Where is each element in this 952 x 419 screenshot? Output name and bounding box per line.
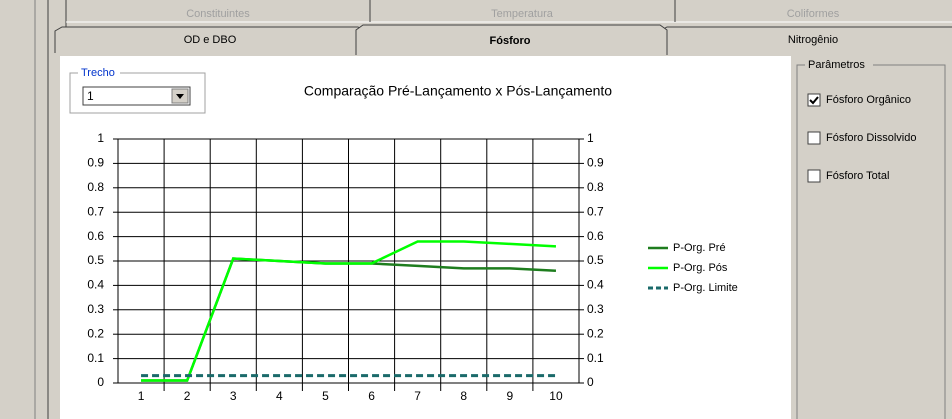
y-tick-label: 0.3 [87,302,104,316]
legend-label: P-Org. Pós [673,262,728,274]
legend-label: P-Org. Pré [673,242,726,254]
checkbox[interactable] [807,169,821,183]
dropdown-arrow [176,94,184,99]
checkbox[interactable] [807,131,821,145]
legend-label: P-Org. Limite [673,282,738,294]
tab-label[interactable]: Temperatura [491,8,554,20]
y-tick-label: 0.7 [87,204,104,218]
y2-tick-label: 0.7 [587,204,604,218]
plot: 00.10.20.30.40.50.60.70.80.9100.10.20.30… [87,131,737,403]
y-tick-label: 0.6 [87,229,104,243]
checkbox[interactable] [807,93,821,107]
y-tick-label: 0.8 [87,180,104,194]
y-tick-label: 0.5 [87,253,104,267]
group-label: Trecho [81,67,115,79]
x-tick-label: 1 [138,389,145,403]
tab-label[interactable]: Fósforo [490,35,531,47]
tab-active[interactable] [355,24,668,55]
group-box [69,72,206,114]
x-tick-label: 7 [414,389,421,403]
checkbox-label[interactable]: Fósforo Total [826,170,889,182]
x-tick-label: 8 [460,389,467,403]
y2-tick-label: 0.6 [587,229,604,243]
y-tick-label: 0.2 [87,326,104,340]
y2-tick-label: 0.3 [587,302,604,316]
chart-panel [60,56,791,419]
y2-tick-label: 0.8 [587,180,604,194]
x-tick-label: 5 [322,389,329,403]
checkbox-label[interactable]: Fósforo Orgânico [826,94,911,106]
x-tick-label: 4 [276,389,283,403]
group-box [796,64,946,419]
combobox[interactable] [82,86,191,106]
y2-tick-label: 0.1 [587,351,604,365]
y-tick-label: 0.4 [87,278,104,292]
y2-tick-label: 1 [587,131,594,145]
y2-tick-label: 0.5 [587,253,604,267]
chart-title: Comparação Pré-Lançamento x Pós-Lançamen… [304,83,612,99]
y-tick-label: 1 [97,131,104,145]
tab-label[interactable]: OD e DBO [184,34,237,46]
x-tick-label: 6 [368,389,375,403]
y2-tick-label: 0.9 [587,156,604,170]
x-tick-label: 9 [507,389,514,403]
tab-label[interactable]: Coliformes [787,8,840,20]
plot-frame [117,138,580,384]
y-tick-label: 0.9 [87,156,104,170]
y2-tick-label: 0 [587,375,594,389]
check-mark [809,96,819,105]
group-label-bg [78,67,120,79]
series-line [141,240,557,382]
x-tick-label: 3 [230,389,237,403]
tab-label[interactable]: Nitrogênio [788,34,838,46]
group-label-bg [805,59,873,71]
x-tick-label: 2 [184,389,191,403]
combobox-value[interactable]: 1 [87,89,94,103]
y-tick-label: 0 [97,375,104,389]
y-tick-label: 0.1 [87,351,104,365]
tab-label[interactable]: Constituintes [186,8,250,20]
checkbox-list: Fósforo Orgânico Fósforo Dissolvido Fósfor… [807,93,916,183]
x-tick-label: 10 [549,389,563,403]
checkbox-label[interactable]: Fósforo Dissolvido [826,132,916,144]
y2-tick-label: 0.4 [587,278,604,292]
group-label: Parâmetros [808,59,865,71]
y2-tick-label: 0.2 [587,326,604,340]
